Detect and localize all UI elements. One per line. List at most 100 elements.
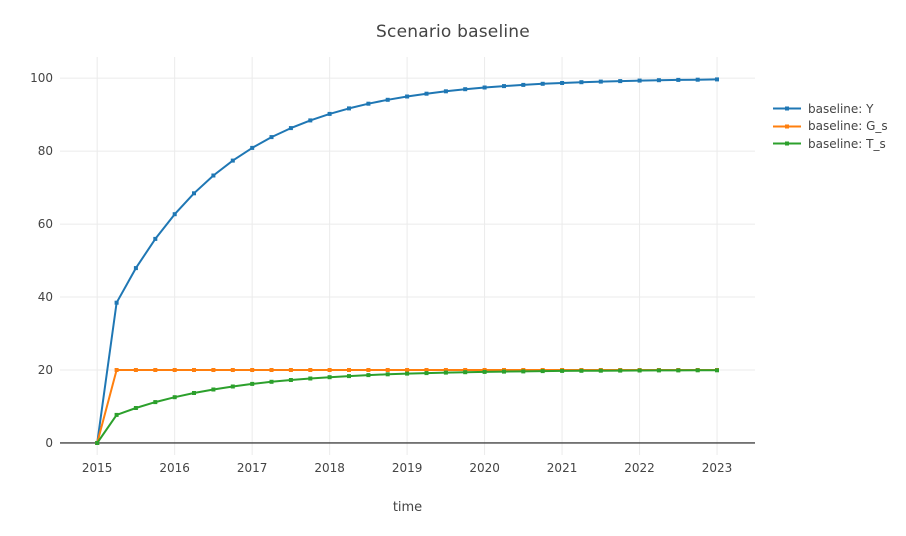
legend: baseline: Y baseline: G_s baseline: T_s [772,100,888,153]
data-point-marker [250,145,255,150]
data-point-marker [540,81,545,86]
data-point-marker [288,368,293,372]
data-point-marker [114,300,119,305]
data-point-marker [308,376,313,381]
x-tick-label: 2022 [624,461,655,475]
x-tick-label: 2015 [82,461,113,475]
data-point-marker [715,77,719,82]
data-point-marker [598,79,603,84]
y-tick-label: 80 [38,144,53,158]
data-point-marker [308,118,313,123]
data-point-marker [211,173,216,178]
data-point-marker [715,368,719,373]
data-point-marker [347,374,351,379]
x-tick-label: 2019 [392,461,423,475]
data-point-marker [443,370,448,375]
data-point-marker [560,368,565,373]
legend-item-baseline-g-s[interactable]: baseline: G_s [772,118,888,136]
data-point-marker [540,369,545,374]
data-point-marker [288,378,293,382]
data-point-marker [95,441,100,445]
data-point-marker [230,384,235,389]
data-point-marker [347,106,351,111]
y-tick-label: 20 [38,363,53,377]
data-point-marker [269,135,274,140]
data-point-marker [579,80,584,85]
x-tick-label: 2018 [314,461,345,475]
data-point-marker [618,79,623,84]
data-point-marker [133,406,138,410]
data-point-marker [482,85,487,90]
data-point-marker [211,368,216,372]
data-point-marker [482,369,487,374]
data-point-marker [133,266,138,271]
data-point-marker [250,368,255,372]
tick-labels: 2015 2016 2017 2018 2019 2020 2021 2022 2023 0 20 4… [30,71,732,475]
data-point-marker [405,368,410,372]
data-point-marker [385,372,390,377]
x-tick-label: 2017 [237,461,268,475]
x-tick-label: 2023 [702,461,733,475]
legend-line-marker-icon [773,106,801,111]
chart-title: Scenario baseline [376,22,530,42]
data-point-marker [443,368,448,372]
data-point-marker [385,97,390,102]
data-point-marker [656,78,661,83]
legend-label: baseline: G_s [808,119,888,134]
data-point-marker [366,101,371,106]
data-point-marker [618,368,623,373]
data-point-marker [695,368,700,373]
data-point-marker [366,368,371,372]
data-point-marker [676,77,681,82]
data-point-marker [250,381,255,386]
data-point-marker [560,81,565,85]
x-tick-label: 2020 [469,461,500,475]
data-point-marker [656,368,661,373]
data-point-marker [327,368,332,372]
data-point-marker [308,368,313,372]
data-point-marker [424,371,429,376]
data-point-marker [579,368,584,373]
data-point-marker [637,78,642,83]
data-point-marker [153,368,158,372]
data-point-marker [192,191,196,196]
x-tick-label: 2016 [159,461,190,475]
data-point-marker [172,395,177,400]
legend-item-baseline-y[interactable]: baseline: Y [772,100,888,118]
data-point-marker [463,87,468,92]
x-tick-label: 2021 [547,461,578,475]
data-point-marker [637,368,642,373]
data-point-marker [211,387,216,392]
y-tick-label: 60 [38,217,53,231]
data-point-marker [424,91,429,96]
y-tick-label: 100 [30,71,53,85]
data-point-marker [133,368,138,372]
data-point-marker [521,369,526,374]
data-point-marker [172,212,177,217]
data-point-marker [114,412,119,417]
legend-label: baseline: Y [808,101,874,116]
data-point-marker [366,373,371,378]
data-point-marker [230,158,235,163]
data-point-marker [172,368,177,372]
data-point-marker [153,236,158,241]
series-baseline-t-s[interactable] [95,368,719,445]
data-point-marker [405,371,410,376]
legend-item-baseline-t-s[interactable]: baseline: T_s [772,135,888,153]
data-point-marker [502,84,506,89]
data-point-marker [463,370,468,375]
gridlines [60,57,755,455]
y-tick-label: 0 [45,436,53,450]
data-point-marker [269,379,274,384]
data-point-marker [192,391,196,395]
data-point-marker [288,126,293,131]
data-point-marker [424,368,429,372]
data-point-marker [598,368,603,373]
data-point-marker [521,82,526,87]
series-baseline-y[interactable] [95,77,719,445]
data-point-marker [347,368,351,372]
legend-line-marker-icon [773,141,801,146]
data-point-marker [269,368,274,372]
